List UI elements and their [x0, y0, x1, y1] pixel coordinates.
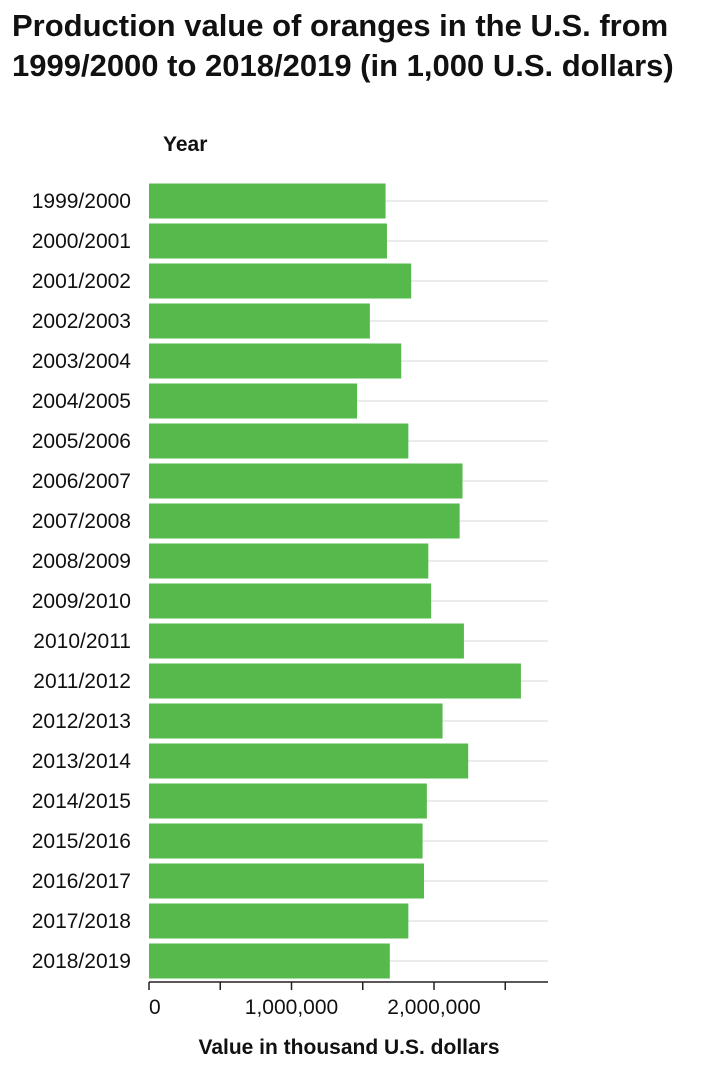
bar [149, 903, 409, 939]
bar [149, 223, 387, 259]
x-axis-title: Value in thousand U.S. dollars [198, 1036, 500, 1059]
bar [149, 463, 463, 499]
y-tick-labels: 1999/2000 2000/2001 2001/2002 2002/2003 2003… [32, 190, 132, 973]
y-tick-label: 2006/2007 [32, 470, 131, 493]
bar [149, 823, 423, 859]
bar [149, 663, 521, 699]
bar [149, 383, 358, 419]
bar [149, 263, 412, 299]
bar [149, 303, 370, 339]
y-tick-label: 2008/2009 [32, 550, 131, 573]
bar [149, 543, 429, 579]
y-tick-label: 2010/2011 [33, 630, 131, 653]
y-tick-label: 1999/2000 [32, 190, 131, 213]
y-tick-label: 2014/2015 [32, 790, 131, 813]
bar [149, 583, 432, 619]
bar [149, 503, 460, 539]
bars [149, 183, 521, 979]
x-axis: 0 1,000,000 2,000,000 [148, 981, 548, 1019]
y-tick-label: 2013/2014 [32, 750, 132, 773]
x-tick-label: 2,000,000 [387, 996, 480, 1019]
bar [149, 863, 425, 899]
y-tick-label: 2011/2012 [33, 670, 131, 693]
bar [149, 703, 443, 739]
bar [149, 743, 469, 779]
y-tick-label: 2017/2018 [32, 910, 131, 933]
y-tick-label: 2005/2006 [32, 430, 131, 453]
bar [149, 943, 390, 979]
y-tick-label: 2015/2016 [32, 830, 131, 853]
y-tick-label: 2009/2010 [32, 590, 131, 613]
y-tick-label: 2018/2019 [32, 950, 131, 973]
y-tick-label: 2001/2002 [32, 270, 131, 293]
x-tick-label: 1,000,000 [245, 996, 338, 1019]
bar [149, 423, 409, 459]
x-tick-label: 0 [149, 996, 161, 1019]
y-tick-label: 2004/2005 [32, 390, 131, 413]
y-tick-label: 2003/2004 [32, 350, 132, 373]
bar [149, 783, 427, 819]
y-tick-label: 2012/2013 [32, 710, 131, 733]
y-tick-label: 2007/2008 [32, 510, 131, 533]
bar [149, 183, 386, 219]
y-tick-label: 2000/2001 [32, 230, 131, 253]
bar [149, 623, 464, 659]
y-tick-label: 2016/2017 [32, 870, 131, 893]
bar [149, 343, 402, 379]
y-axis-title: Year [163, 133, 208, 156]
chart-title: Production value of oranges in the U.S. … [12, 8, 674, 83]
y-tick-label: 2002/2003 [32, 310, 131, 333]
